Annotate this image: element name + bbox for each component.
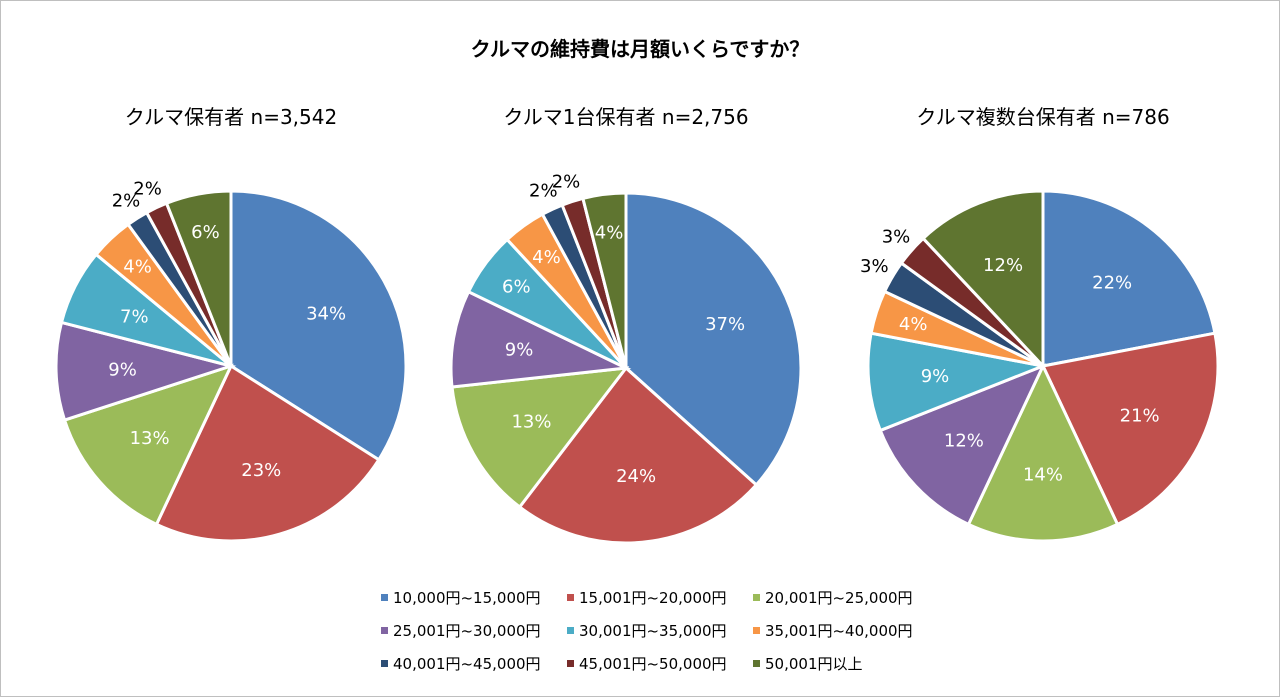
data-label: 7% — [120, 307, 149, 328]
pie-title: クルマ複数台保有者 n=786 — [916, 105, 1169, 129]
data-label: 2% — [112, 191, 141, 212]
data-label: 4% — [595, 223, 624, 244]
pie-slice — [1041, 189, 1217, 368]
legend-swatch — [753, 627, 760, 634]
legend-swatch — [381, 627, 388, 634]
data-label: 37% — [705, 314, 745, 335]
legend-item: 25,001円~30,000円 — [381, 614, 567, 647]
pie-slice — [164, 189, 233, 367]
data-label: 2% — [552, 171, 581, 192]
data-label: 4% — [899, 314, 928, 335]
legend-label: 50,001円以上 — [765, 655, 863, 673]
legend-label: 45,001円~50,000円 — [579, 655, 727, 673]
legend: 10,000円~15,000円 15,001円~20,000円 20,001円~25… — [381, 581, 961, 680]
data-label: 3% — [882, 226, 911, 247]
legend-swatch — [381, 660, 388, 667]
data-label: 2% — [529, 180, 558, 201]
legend-label: 35,001円~40,000円 — [765, 622, 913, 640]
legend-label: 20,001円~25,000円 — [765, 589, 913, 607]
data-label: 21% — [1120, 405, 1160, 426]
pie-slice — [450, 366, 630, 510]
data-label: 13% — [511, 411, 551, 432]
pie-slice — [62, 363, 234, 527]
legend-item: 20,001円~25,000円 — [753, 581, 939, 614]
legend-item: 40,001円~45,000円 — [381, 647, 567, 680]
pie-slice — [921, 189, 1045, 370]
legend-label: 40,001円~45,000円 — [393, 655, 541, 673]
chart-title: クルマの維持費は月額いくらですか？ — [470, 37, 810, 61]
data-label: 6% — [191, 222, 220, 243]
data-label: 24% — [616, 466, 656, 487]
pie-title: クルマ保有者 n=3,542 — [125, 105, 337, 129]
data-label: 4% — [123, 256, 152, 277]
legend-swatch — [567, 627, 574, 634]
legend-label: 25,001円~30,000円 — [393, 622, 541, 640]
data-label: 23% — [241, 460, 281, 481]
pie-slice — [624, 191, 803, 487]
legend-item: 35,001円~40,000円 — [753, 614, 939, 647]
legend-label: 10,000円~15,000円 — [393, 589, 541, 607]
data-label: 13% — [130, 428, 170, 449]
data-label: 2% — [133, 179, 162, 200]
legend-swatch — [753, 594, 760, 601]
pie-slice — [581, 191, 628, 369]
legend-swatch — [567, 594, 574, 601]
data-label: 12% — [983, 255, 1023, 276]
pie-slice — [449, 289, 632, 389]
legend-item: 15,001円~20,000円 — [567, 581, 753, 614]
data-label: 3% — [860, 256, 889, 277]
legend-swatch — [381, 594, 388, 601]
data-label: 34% — [306, 304, 346, 325]
legend-item: 10,000円~15,000円 — [381, 581, 567, 614]
data-label: 9% — [921, 366, 950, 387]
data-label: 9% — [505, 340, 534, 361]
data-label: 9% — [108, 359, 137, 380]
data-label: 14% — [1023, 465, 1063, 486]
legend-label: 15,001円~20,000円 — [579, 589, 727, 607]
data-label: 22% — [1092, 272, 1132, 293]
pie-title: クルマ1台保有者 n=2,756 — [503, 105, 748, 129]
data-label: 12% — [944, 430, 984, 451]
data-label: 6% — [502, 277, 531, 298]
legend-item: 50,001円以上 — [753, 647, 939, 680]
pie-slice — [54, 320, 237, 422]
legend-swatch — [753, 660, 760, 667]
pie-slice — [866, 331, 1049, 433]
legend-item: 30,001円~35,000円 — [567, 614, 753, 647]
legend-swatch — [567, 660, 574, 667]
legend-item: 45,001円~50,000円 — [567, 647, 753, 680]
pie-slice — [966, 362, 1120, 543]
pie-slice — [878, 363, 1046, 527]
pie-slice — [1040, 331, 1220, 527]
pie-slice — [517, 365, 759, 545]
legend-label: 30,001円~35,000円 — [579, 622, 727, 640]
data-label: 4% — [532, 247, 561, 268]
